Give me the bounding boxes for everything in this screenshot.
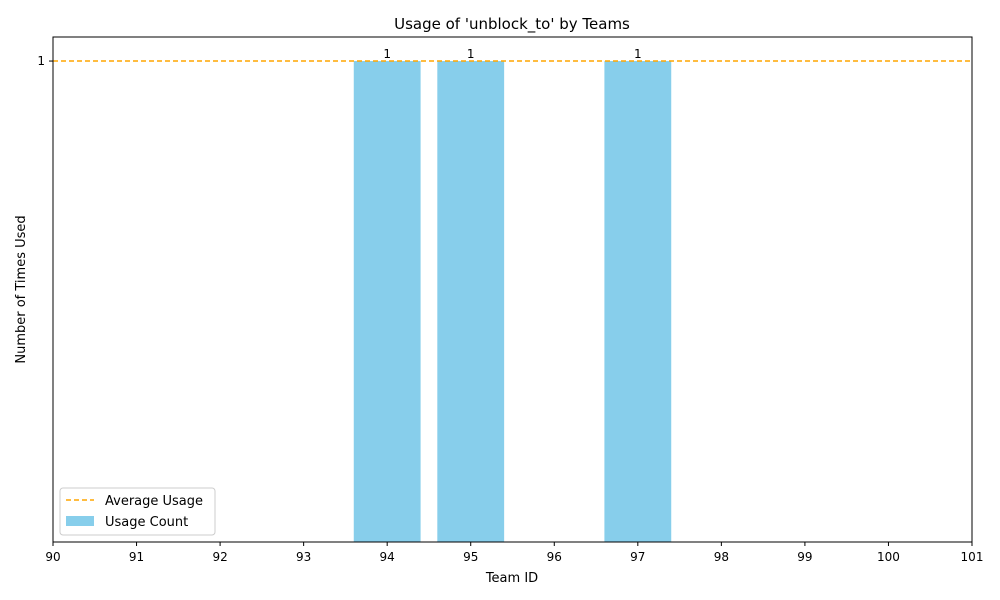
- bar-team-94: [353, 61, 421, 543]
- legend-average-label: Average Usage: [105, 494, 203, 509]
- legend-usage-count-swatch: [66, 516, 94, 526]
- data-label-team-95: 1: [467, 47, 475, 61]
- y-axis-ticks: 1: [37, 54, 53, 68]
- x-tick-label-100: 100: [877, 550, 900, 564]
- x-tick-label-93: 93: [296, 550, 311, 564]
- x-tick-label-95: 95: [463, 550, 478, 564]
- x-tick-label-94: 94: [380, 550, 395, 564]
- bars-layer: [353, 61, 672, 543]
- x-axis-ticks: 90 91 92 93 94 95 96 97 98 99 100 101: [45, 542, 983, 564]
- bar-team-95: [437, 61, 505, 543]
- x-tick-label-99: 99: [797, 550, 812, 564]
- data-label-team-97: 1: [634, 47, 642, 61]
- data-labels: 1 1 1: [383, 47, 641, 61]
- legend: Average Usage Usage Count: [59, 487, 216, 536]
- y-axis-label: Number of Times Used: [14, 215, 29, 363]
- legend-usage-count-label: Usage Count: [105, 515, 188, 530]
- x-tick-label-91: 91: [129, 550, 144, 564]
- x-tick-label-101: 101: [961, 550, 984, 564]
- bar-team-97: [604, 61, 672, 543]
- chart-title: Usage of 'unblock_to' by Teams: [394, 15, 630, 34]
- x-tick-label-97: 97: [630, 550, 645, 564]
- y-tick-label-1: 1: [37, 54, 45, 68]
- x-tick-label-90: 90: [45, 550, 60, 564]
- x-tick-label-98: 98: [714, 550, 729, 564]
- x-tick-label-96: 96: [547, 550, 562, 564]
- data-label-team-94: 1: [383, 47, 391, 61]
- x-axis-label: Team ID: [485, 571, 538, 586]
- plot-frame: [52, 36, 973, 543]
- x-tick-label-92: 92: [212, 550, 227, 564]
- legend-box: [59, 487, 216, 536]
